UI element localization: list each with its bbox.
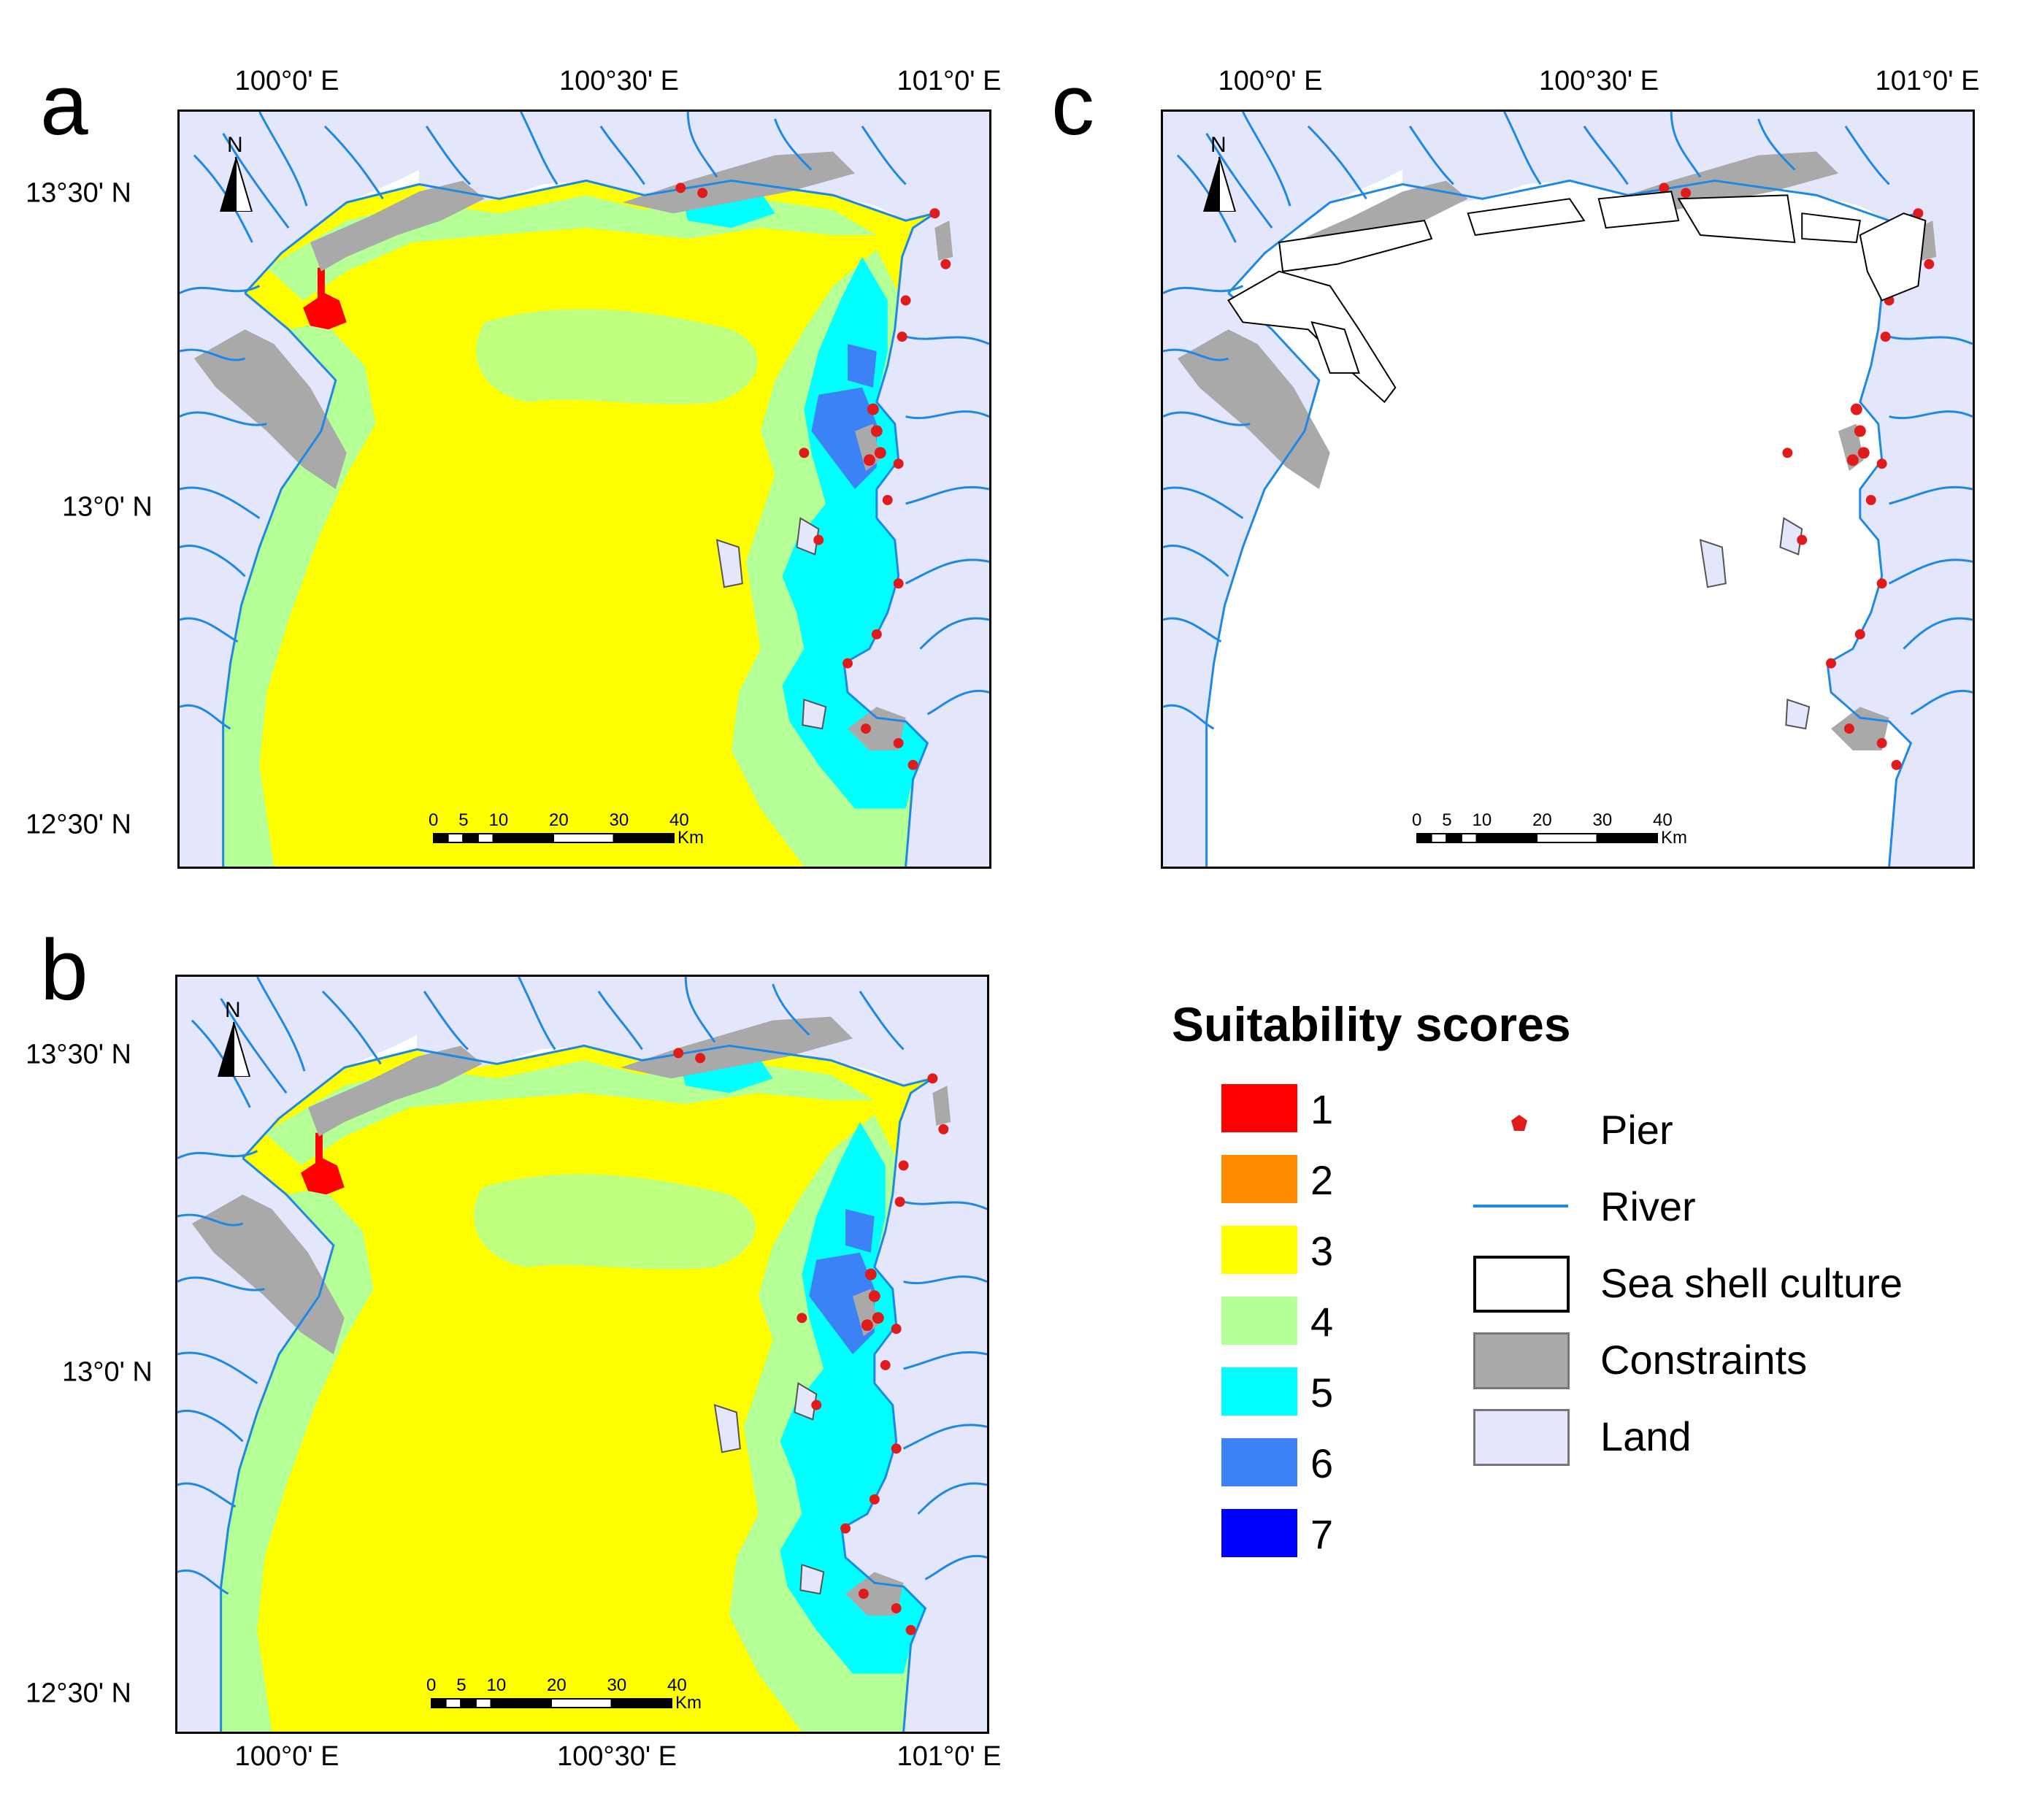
longitude-label: 101°0' E	[897, 1741, 1002, 1772]
legend-symbol-label: Constraints	[1600, 1337, 1808, 1383]
map-b	[175, 975, 989, 1734]
legend-score-label: 3	[1310, 1228, 1334, 1274]
scale-tick-label: 40	[1653, 810, 1673, 830]
north-label: N	[1210, 133, 1227, 157]
scale-tick-label: 0	[426, 1675, 437, 1695]
legend-symbol-label: Land	[1600, 1413, 1692, 1459]
longitude-label: 100°0' E	[1218, 66, 1323, 96]
longitude-label: 100°30' E	[556, 1741, 677, 1772]
scale-tick-label: 30	[607, 1675, 627, 1695]
legend-score-label: 4	[1310, 1299, 1334, 1345]
latitude-label: 13°30' N	[26, 177, 131, 209]
scale-tick-label: 10	[1472, 810, 1492, 830]
legend-swatch-score-4	[1221, 1297, 1297, 1345]
legend-swatch-score-3	[1221, 1226, 1297, 1274]
north-label: N	[225, 998, 241, 1022]
latitude-label: 13°0' N	[62, 491, 153, 523]
legend-symbol-label: Sea shell culture	[1600, 1260, 1903, 1306]
scale-tick-label: 5	[458, 810, 469, 830]
scale-tick-label: 30	[1592, 810, 1613, 830]
north-label: N	[227, 133, 243, 157]
latitude-label: 13°0' N	[62, 1356, 153, 1388]
scale-tick-label: 10	[488, 810, 509, 830]
panel-letter-a: a	[40, 57, 88, 153]
legend-symbol-label: River	[1600, 1183, 1696, 1229]
latitude-label: 12°30' N	[26, 1678, 131, 1709]
scale-unit-label: Km	[677, 828, 704, 848]
scale-bar	[432, 832, 681, 848]
longitude-label: 101°0' E	[897, 66, 1002, 96]
scale-tick-label: 5	[1442, 810, 1452, 830]
panel-letter-b: b	[40, 922, 88, 1018]
scale-tick-label: 0	[429, 810, 439, 830]
scale-unit-label: Km	[675, 1693, 702, 1713]
north-arrow-icon	[212, 997, 256, 1080]
scale-tick-label: 30	[609, 810, 629, 830]
scale-tick-label: 20	[549, 810, 569, 830]
scale-tick-label: 0	[1412, 810, 1422, 830]
legend-swatch-score-5	[1221, 1367, 1297, 1416]
scale-tick-label: 20	[547, 1675, 567, 1695]
legend-swatch-land	[1473, 1409, 1570, 1466]
map-c	[1161, 110, 1975, 869]
latitude-label: 12°30' N	[26, 809, 131, 840]
map-a	[177, 110, 991, 869]
legend-swatch-score-7	[1221, 1509, 1297, 1557]
legend-swatch-constraints	[1473, 1332, 1570, 1389]
river-line-icon	[1473, 1205, 1568, 1207]
longitude-label: 100°0' E	[234, 66, 339, 96]
scale-tick-label: 40	[669, 810, 689, 830]
legend-score-label: 7	[1310, 1511, 1334, 1557]
scale-tick-label: 20	[1532, 810, 1552, 830]
scale-bar	[430, 1697, 679, 1713]
north-arrow-icon	[214, 131, 258, 215]
longitude-label: 101°0' E	[1875, 66, 1980, 96]
pier-icon	[1510, 1113, 1529, 1136]
legend-score-label: 5	[1310, 1370, 1334, 1416]
longitude-label: 100°0' E	[234, 1741, 339, 1772]
legend-swatch-score-6	[1221, 1438, 1297, 1486]
scale-bar	[1416, 832, 1665, 848]
scale-tick-label: 10	[486, 1675, 507, 1695]
legend-title: Suitability scores	[1172, 997, 1571, 1051]
longitude-label: 100°30' E	[1538, 66, 1659, 96]
panel-letter-c: c	[1051, 57, 1094, 153]
legend-symbol-label: Pier	[1600, 1107, 1673, 1153]
legend-swatch-sea-shell-culture	[1473, 1256, 1570, 1313]
scale-tick-label: 40	[667, 1675, 687, 1695]
legend-score-label: 2	[1310, 1157, 1334, 1203]
longitude-label: 100°30' E	[558, 66, 680, 96]
legend-score-label: 1	[1310, 1086, 1334, 1132]
legend-swatch-score-2	[1221, 1155, 1297, 1203]
scale-tick-label: 5	[456, 1675, 467, 1695]
latitude-label: 13°30' N	[26, 1039, 131, 1070]
legend-swatch-score-1	[1221, 1084, 1297, 1132]
north-arrow-icon	[1197, 131, 1241, 215]
legend-score-label: 6	[1310, 1440, 1334, 1486]
scale-unit-label: Km	[1661, 828, 1687, 848]
